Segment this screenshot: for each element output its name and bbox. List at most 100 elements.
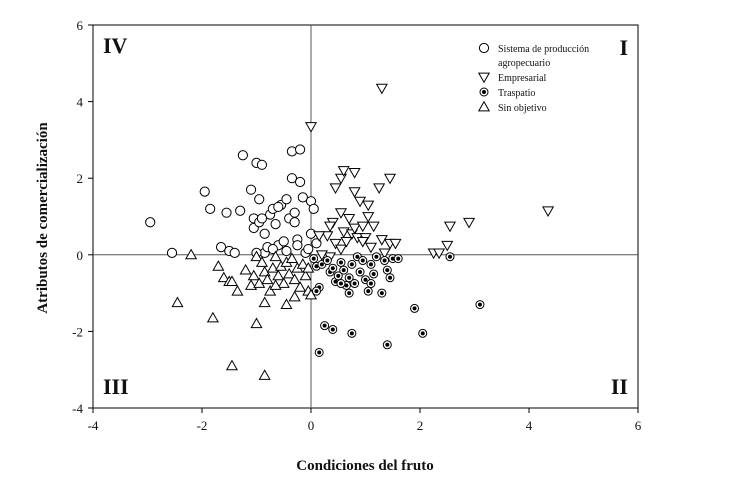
data-point <box>244 279 258 290</box>
x-tick-label: -4 <box>88 418 99 433</box>
data-point <box>266 261 279 273</box>
data-point <box>289 217 300 228</box>
y-tick-label: 4 <box>77 95 84 110</box>
data-point <box>322 256 332 266</box>
series-0 <box>145 144 322 258</box>
data-point <box>303 243 314 255</box>
data-point <box>375 235 388 246</box>
data-point <box>281 194 292 205</box>
data-point <box>235 205 246 216</box>
data-point <box>292 240 303 251</box>
data-point <box>320 321 330 331</box>
data-point <box>288 273 301 285</box>
data-point <box>355 267 365 277</box>
legend-marker <box>478 42 490 54</box>
data-point <box>314 347 324 357</box>
data-point <box>366 279 376 289</box>
data-point <box>324 221 337 233</box>
data-point <box>253 277 266 288</box>
data-point <box>542 206 555 217</box>
data-point <box>171 296 184 308</box>
legend-entry-3: Sin objetivo <box>477 100 547 114</box>
data-point <box>348 168 361 179</box>
data-point <box>418 328 428 338</box>
data-point <box>363 286 373 296</box>
data-point <box>328 263 338 273</box>
data-point <box>356 236 369 248</box>
data-point <box>185 248 198 260</box>
axis-ticks: -4 -2 0 2 4 6 -4 -2 0 2 4 6 <box>72 18 642 433</box>
data-point <box>288 290 301 302</box>
data-point <box>311 286 321 296</box>
data-point <box>199 186 210 197</box>
data-point <box>445 252 455 262</box>
quadrant-label-iv: IV <box>103 33 128 58</box>
data-point <box>337 227 350 239</box>
data-point <box>443 221 457 233</box>
x-tick-label: -2 <box>197 418 208 433</box>
y-tick-label: -2 <box>72 324 83 339</box>
data-point <box>371 252 381 262</box>
data-point <box>334 244 348 256</box>
data-point <box>462 217 476 229</box>
data-point <box>237 150 248 161</box>
data-point <box>385 273 395 283</box>
y-tick-label: 6 <box>77 18 84 33</box>
data-point <box>308 203 319 214</box>
data-point <box>299 269 312 281</box>
data-point <box>364 242 378 254</box>
data-point <box>362 212 375 223</box>
data-point <box>347 259 357 269</box>
data-point <box>340 236 353 248</box>
y-tick-label: -4 <box>72 401 83 416</box>
data-point <box>254 194 265 205</box>
data-point <box>333 271 343 281</box>
data-point <box>356 221 369 233</box>
legend-label: agropecuario <box>498 58 550 69</box>
data-point <box>225 275 239 287</box>
data-point <box>145 217 156 228</box>
data-point <box>217 271 230 283</box>
data-point <box>393 254 403 264</box>
data-point <box>410 303 420 313</box>
legend-marker <box>477 72 491 84</box>
data-point <box>348 187 361 198</box>
data-point <box>334 208 348 219</box>
data-point <box>378 248 391 260</box>
data-point <box>255 256 269 267</box>
legend-marker <box>479 87 489 97</box>
x-axis-title: Condiciones del fruto <box>296 458 434 474</box>
data-point <box>285 252 298 264</box>
x-tick-label: 0 <box>308 418 315 433</box>
legend-label: Traspatio <box>498 88 535 99</box>
data-point <box>280 298 293 309</box>
legend-label: Empresarial <box>498 73 547 84</box>
data-point <box>272 269 285 281</box>
data-point <box>289 207 300 218</box>
data-point <box>337 166 350 177</box>
data-point <box>258 369 271 380</box>
data-point <box>221 207 232 218</box>
data-point <box>256 213 268 224</box>
legend-label: Sistema de producción <box>498 44 589 55</box>
data-point <box>250 250 263 262</box>
data-point <box>304 288 318 300</box>
plot-frame <box>92 24 639 409</box>
data-point <box>366 259 376 269</box>
data-point <box>367 221 380 233</box>
x-tick-label: 2 <box>417 418 424 433</box>
series-1 <box>304 83 555 263</box>
data-point <box>382 265 392 275</box>
data-point <box>206 311 219 323</box>
quadrant-label-i: I <box>619 35 628 60</box>
data-point <box>336 279 346 289</box>
data-point <box>247 269 260 281</box>
data-point <box>380 256 390 266</box>
data-point <box>369 269 379 279</box>
data-point <box>250 317 263 329</box>
data-point <box>245 184 257 195</box>
data-point <box>353 196 367 208</box>
data-point <box>305 228 317 239</box>
